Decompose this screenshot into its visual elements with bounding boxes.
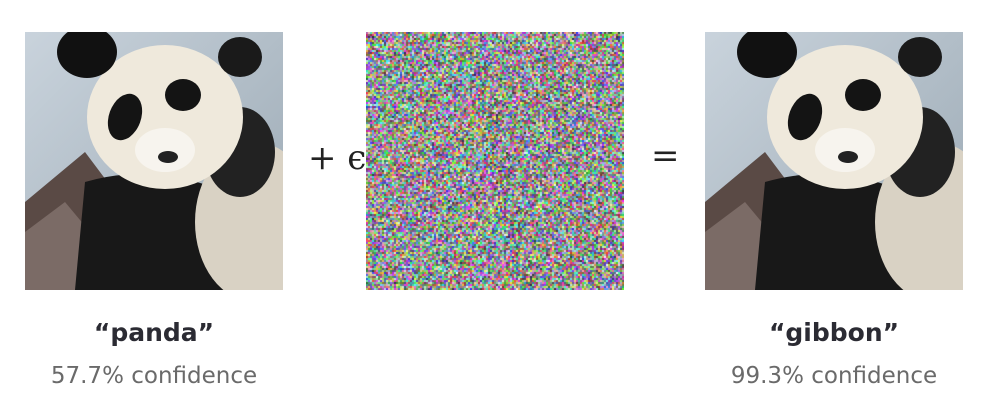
panda-image-original	[25, 32, 283, 290]
equals-operator: =	[651, 136, 680, 176]
panda-image-adversarial	[705, 32, 963, 290]
noise-image	[366, 32, 624, 290]
label-gibbon: “gibbon”	[768, 318, 900, 347]
plus-epsilon-operator: + ϵ	[308, 138, 367, 178]
confidence-panda: 57.7% confidence	[50, 363, 258, 389]
confidence-gibbon: 99.3% confidence	[730, 363, 938, 389]
label-panda: “panda”	[93, 318, 215, 347]
